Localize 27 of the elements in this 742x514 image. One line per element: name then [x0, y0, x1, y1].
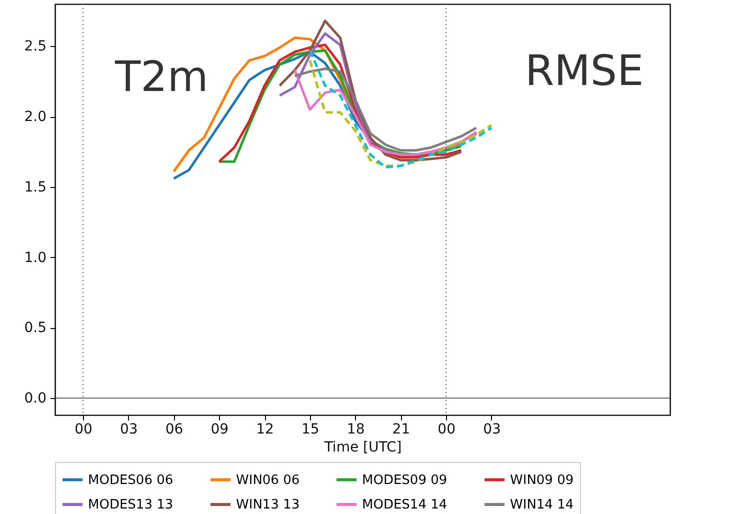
- y-tick-label: 1.5: [24, 179, 46, 196]
- y-tick-label: 2.5: [24, 38, 46, 55]
- x-tick-label: 00: [74, 422, 92, 438]
- x-tick-label: 00: [438, 422, 456, 438]
- legend-label: WIN13 13: [236, 498, 300, 512]
- x-tick-label: 09: [210, 422, 229, 438]
- x-tick-label: 03: [120, 422, 138, 438]
- legend-label: MODES06 06: [88, 472, 174, 488]
- x-tick-label: 12: [256, 422, 274, 438]
- y-tick-label: 2.0: [24, 109, 46, 126]
- x-tick-label: 15: [302, 422, 320, 438]
- x-tick-label: 18: [346, 422, 365, 438]
- legend-label: WIN09 09: [510, 472, 574, 488]
- x-tick-label: 03: [483, 422, 501, 438]
- legend-label: MODES09 09: [362, 472, 448, 488]
- legend-label: MODES14 14: [362, 498, 448, 512]
- legend-label: MODES13 13: [88, 498, 174, 512]
- legend-label: WIN06 06: [236, 472, 300, 488]
- x-tick-label: 21: [392, 422, 410, 438]
- legend-label: WIN14 14: [510, 498, 574, 512]
- y-tick-label: 1.0: [24, 250, 46, 266]
- annotation: RMSE: [525, 46, 644, 95]
- y-tick-label: 0.5: [24, 320, 46, 336]
- x-tick-label: 06: [165, 422, 184, 438]
- annotation: T2m: [114, 52, 208, 101]
- x-axis-title: Time [UTC]: [323, 440, 402, 456]
- y-tick-label: 0.0: [24, 390, 46, 407]
